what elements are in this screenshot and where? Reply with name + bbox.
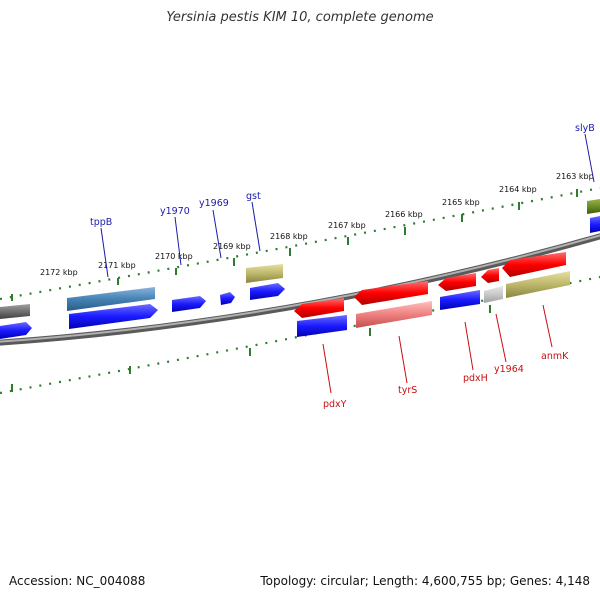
gene-label-gst: gst xyxy=(246,191,261,202)
gene-label-y1964: y1964 xyxy=(494,364,524,375)
gene-label-pdxH: pdxH xyxy=(463,373,488,384)
tick-label-2171: 2171 kbp xyxy=(98,261,136,270)
tick-label-2168: 2168 kbp xyxy=(270,232,308,241)
gene-label-anmK: anmK xyxy=(541,351,569,362)
feature-tyrS xyxy=(354,281,428,305)
gene-label-y1970: y1970 xyxy=(160,206,190,217)
feature-tppB xyxy=(67,287,155,311)
feature-y1964-gray xyxy=(484,286,503,303)
genome-backbone-highlight xyxy=(0,234,600,343)
forward-gene-labels: slyB tppB y1970 y1969 gst xyxy=(90,123,595,228)
gene-label-slyB: slyB xyxy=(575,123,595,134)
tick-label-2170: 2170 kbp xyxy=(155,252,193,261)
gene-label-tppB: tppB xyxy=(90,217,112,228)
genome-stats-text: Topology: circular; Length: 4,600,755 bp… xyxy=(260,574,590,588)
feature-anmK-khaki xyxy=(506,271,570,298)
gene-label-y1969: y1969 xyxy=(199,198,229,209)
gene-label-tyrS: tyrS xyxy=(398,385,417,396)
tick-label-2169: 2169 kbp xyxy=(213,242,251,251)
feature-tyrS-pink xyxy=(356,301,432,328)
tick-label-2164: 2164 kbp xyxy=(499,185,537,194)
tick-label-2172: 2172 kbp xyxy=(40,268,78,277)
tick-label-2167: 2167 kbp xyxy=(328,221,366,230)
scale-labels: 2163 kbp 2164 kbp 2165 kbp 2166 kbp 2167… xyxy=(40,172,594,277)
gene-label-pdxY: pdxY xyxy=(323,399,347,410)
tick-label-2166: 2166 kbp xyxy=(385,210,423,219)
feature-y1964 xyxy=(481,268,499,283)
tick-label-2163: 2163 kbp xyxy=(556,172,594,181)
outer-scale-arc xyxy=(0,186,600,301)
accession-text: Accession: NC_004088 xyxy=(9,574,146,588)
feature-anmK xyxy=(502,252,566,277)
map-title: Yersinia pestis KIM 10, complete genome xyxy=(166,10,434,25)
forward-features xyxy=(0,199,600,339)
feature-pdxH-blue xyxy=(440,290,480,310)
feature-tppB-blue xyxy=(69,304,158,329)
feature-gst-arrow xyxy=(250,283,285,300)
feature-gray-left xyxy=(0,304,30,319)
feature-slyB-blue xyxy=(590,216,600,233)
forward-leaders xyxy=(100,133,595,278)
feature-slyB-olive xyxy=(587,199,600,214)
feature-gst xyxy=(246,264,283,283)
feature-pdxY-blue xyxy=(297,315,347,337)
reverse-leaders xyxy=(322,304,553,394)
reverse-features xyxy=(294,252,570,337)
feature-y1970 xyxy=(172,296,206,312)
feature-pdxY xyxy=(294,298,344,318)
reverse-gene-labels: pdxY tyrS pdxH y1964 anmK xyxy=(323,351,569,410)
feature-pdxH xyxy=(438,273,476,291)
tick-label-2165: 2165 kbp xyxy=(442,198,480,207)
feature-y1969 xyxy=(220,292,235,305)
major-ticks xyxy=(11,189,578,392)
feature-left-blue xyxy=(0,322,32,339)
